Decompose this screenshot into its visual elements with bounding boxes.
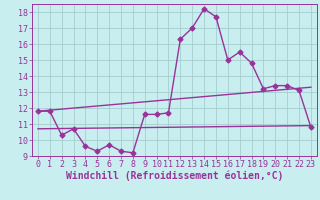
- X-axis label: Windchill (Refroidissement éolien,°C): Windchill (Refroidissement éolien,°C): [66, 171, 283, 181]
